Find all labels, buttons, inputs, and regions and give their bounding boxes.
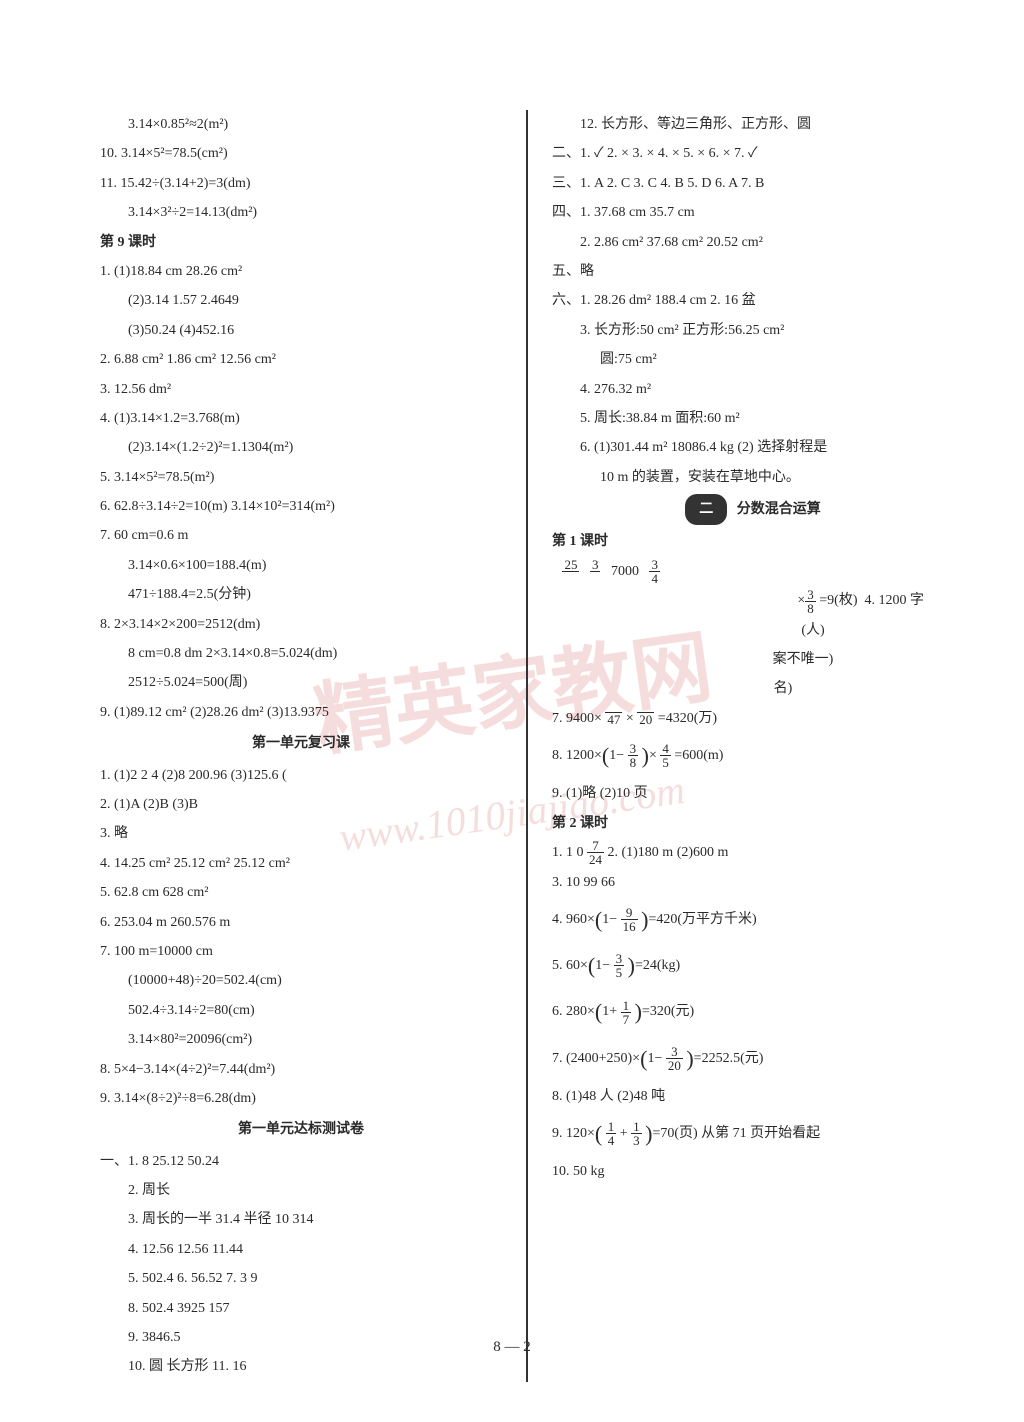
text-line: 4. 276.32 m² <box>552 375 954 404</box>
text-line: 10. 3.14×5²=78.5(cm²) <box>100 139 502 168</box>
text-line: 8. 5×4−3.14×(4÷2)²=7.44(dm²) <box>100 1055 502 1084</box>
lesson2-item5: 5. 60×(1− 35 )=24(kg) <box>552 943 954 989</box>
text-line: (3)50.24 (4)452.16 <box>100 316 502 345</box>
text-line: 2. (1)A (2)B (3)B <box>100 790 502 819</box>
lesson2-item4: 4. 960×(1− 916 )=420(万平方千米) <box>552 897 954 943</box>
page-footer: 8 — 2 <box>0 1339 1024 1356</box>
text-line: 1. (1)2 2 4 (2)8 200.96 (3)125.6 ( <box>100 761 502 790</box>
lesson2-item10: 10. 50 kg <box>552 1157 954 1186</box>
text-line: 六、1. 28.26 dm² 188.4 cm 2. 16 盆 <box>552 286 954 315</box>
text-line: 4. 14.25 cm² 25.12 cm² 25.12 cm² <box>100 849 502 878</box>
text-line: 2. 周长 <box>100 1176 502 1205</box>
text-line: 3. 略 <box>100 819 502 848</box>
lesson1-item8: 8. 1200×(1− 38 )× 45 =600(m) <box>552 733 954 779</box>
text-line: 一、1. 8 25.12 50.24 <box>100 1147 502 1176</box>
text-line: 10. 圆 长方形 11. 16 <box>100 1352 502 1381</box>
text-line: 3.14×0.6×100=188.4(m) <box>100 551 502 580</box>
right-column: 12. 长方形、等边三角形、正方形、圆二、1. ✓ 2. × 3. × 4. ×… <box>552 110 954 1382</box>
text-line: 8. 2×3.14×2×200=2512(dm) <box>100 610 502 639</box>
text-line: 3. 周长的一半 31.4 半径 10 314 <box>100 1205 502 1234</box>
text-line: 五、略 <box>552 257 954 286</box>
lesson2-item6: 6. 280×(1+ 17 )=320(元) <box>552 989 954 1035</box>
text-line: (2)3.14 1.57 2.4649 <box>100 286 502 315</box>
text-line: 5. 62.8 cm 628 cm² <box>100 878 502 907</box>
text-line: 3.14×0.85²≈2(m²) <box>100 110 502 139</box>
text-line: 2. 6.88 cm² 1.86 cm² 12.56 cm² <box>100 345 502 374</box>
lesson2-item7: 7. (2400+250)×(1− 320 )=2252.5(元) <box>552 1036 954 1082</box>
text-line: 2512÷5.024=500(周) <box>100 668 502 697</box>
text-line: 12. 长方形、等边三角形、正方形、圆 <box>552 110 954 139</box>
lesson1-item7: 7. 9400× 47 × 20 =4320(万) <box>552 704 954 733</box>
text-line: 5. 周长:38.84 m 面积:60 m² <box>552 404 954 433</box>
chapter-pill: 二 <box>685 494 727 525</box>
lesson1-ren: (人) <box>552 616 954 645</box>
lesson1-label: 第 1 课时 <box>552 527 954 556</box>
lesson2-item9: 9. 120×( 14 + 13 )=70(页) 从第 71 页开始看起 <box>552 1111 954 1157</box>
text-line: 3.14×3²÷2=14.13(dm²) <box>100 198 502 227</box>
text-line: 6. 62.8÷3.14÷2=10(m) 3.14×10²=314(m²) <box>100 492 502 521</box>
text-line: 4. (1)3.14×1.2=3.768(m) <box>100 404 502 433</box>
text-line: 9. 3.14×(8÷2)²÷8=6.28(dm) <box>100 1084 502 1113</box>
lesson1-row-mid: ×38 =9(枚) 4. 1200 字 <box>552 586 954 615</box>
lesson2-label: 第 2 课时 <box>552 809 954 838</box>
text-line: 1. (1)18.84 cm 28.26 cm² <box>100 257 502 286</box>
text-line: 4. 12.56 12.56 11.44 <box>100 1235 502 1264</box>
text-line: 10 m 的装置，安装在草地中心。 <box>552 463 954 492</box>
text-line: 四、1. 37.68 cm 35.7 cm <box>552 198 954 227</box>
text-line: 二、1. ✓ 2. × 3. × 4. × 5. × 6. × 7. ✓ <box>552 139 954 168</box>
text-line: 9. (1)89.12 cm² (2)28.26 dm² (3)13.9375 <box>100 698 502 727</box>
lesson1-ming: 名) <box>552 674 954 703</box>
text-line: 第一单元复习课 <box>100 727 502 760</box>
text-line: 6. 253.04 m 260.576 m <box>100 908 502 937</box>
text-line: 7. 60 cm=0.6 m <box>100 521 502 550</box>
text-line: 5. 502.4 6. 56.52 7. 3 9 <box>100 1264 502 1293</box>
lesson1-ans: 案不唯一) <box>552 645 954 674</box>
text-line: (2)3.14×(1.2÷2)²=1.1304(m²) <box>100 433 502 462</box>
text-line: 6. (1)301.44 m² 18086.4 kg (2) 选择射程是 <box>552 433 954 462</box>
lesson1-row1: 25 3 7000 34 <box>552 557 954 586</box>
text-line: 第一单元达标测试卷 <box>100 1113 502 1146</box>
text-line: 三、1. A 2. C 3. C 4. B 5. D 6. A 7. B <box>552 169 954 198</box>
text-line: 7. 100 m=10000 cm <box>100 937 502 966</box>
text-line: 第 9 课时 <box>100 228 502 257</box>
text-line: 2. 2.86 cm² 37.68 cm² 20.52 cm² <box>552 228 954 257</box>
text-line: 8 cm=0.8 dm 2×3.14×0.8=5.024(dm) <box>100 639 502 668</box>
chapter-header: 二 分数混合运算 <box>552 492 954 527</box>
lesson2-item8: 8. (1)48 人 (2)48 吨 <box>552 1082 954 1111</box>
left-column: 3.14×0.85²≈2(m²)10. 3.14×5²=78.5(cm²)11.… <box>100 110 502 1382</box>
text-line: 471÷188.4=2.5(分钟) <box>100 580 502 609</box>
text-line: 3. 12.56 dm² <box>100 375 502 404</box>
text-line: 5. 3.14×5²=78.5(m²) <box>100 463 502 492</box>
lesson2-item1: 1. 1 0 724 2. (1)180 m (2)600 m <box>552 838 954 867</box>
text-line: 圆:75 cm² <box>552 345 954 374</box>
text-line: 11. 15.42÷(3.14+2)=3(dm) <box>100 169 502 198</box>
text-line: (10000+48)÷20=502.4(cm) <box>100 966 502 995</box>
chapter-title-text: 分数混合运算 <box>737 502 821 517</box>
text-line: 8. 502.4 3925 157 <box>100 1294 502 1323</box>
lesson2-item3: 3. 10 99 66 <box>552 868 954 897</box>
text-line: 502.4÷3.14÷2=80(cm) <box>100 996 502 1025</box>
text-line: 3. 长方形:50 cm² 正方形:56.25 cm² <box>552 316 954 345</box>
column-divider <box>526 110 528 1382</box>
lesson1-item9: 9. (1)略 (2)10 页 <box>552 779 954 808</box>
page-content: 3.14×0.85²≈2(m²)10. 3.14×5²=78.5(cm²)11.… <box>0 0 1024 1422</box>
text-line: 3.14×80²=20096(cm²) <box>100 1025 502 1054</box>
